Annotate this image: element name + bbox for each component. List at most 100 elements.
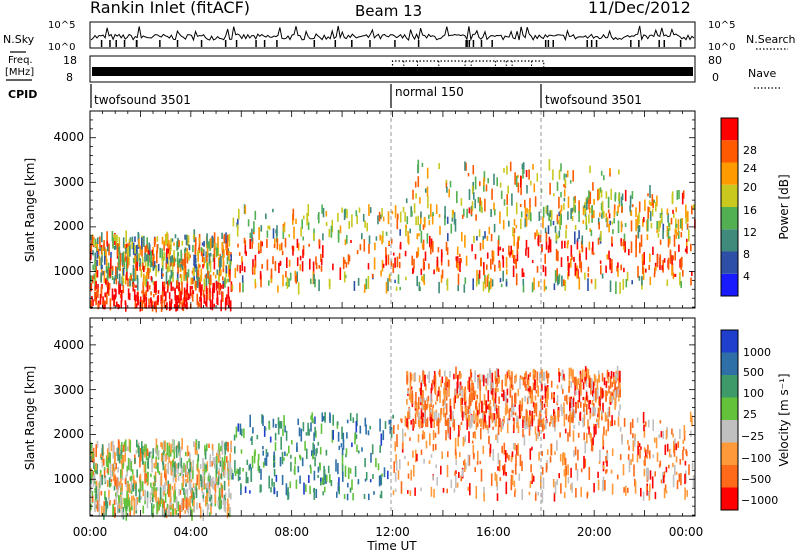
echo-cell <box>171 255 173 266</box>
echo-cell <box>202 249 205 257</box>
echo-cell <box>550 416 552 424</box>
echo-cell <box>614 380 616 389</box>
echo-cell <box>575 376 577 386</box>
echo-cell <box>213 282 215 293</box>
echo-cell <box>179 450 181 462</box>
echo-cell <box>655 266 657 271</box>
echo-cell <box>161 442 164 450</box>
echo-cell <box>153 482 155 491</box>
echo-cell <box>656 452 659 462</box>
echo-cell <box>129 279 131 286</box>
echo-cell <box>635 234 637 248</box>
echo-cell <box>614 192 617 199</box>
echo-cell <box>186 488 189 499</box>
echo-cell <box>549 239 552 253</box>
echo-cell <box>381 235 383 245</box>
echo-cell <box>470 400 472 406</box>
echo-cell <box>428 220 431 226</box>
echo-cell <box>140 482 143 492</box>
echo-cell <box>178 240 180 248</box>
echo-cell <box>593 426 596 438</box>
colorbar-swatch <box>721 397 738 420</box>
echo-cell <box>524 373 526 384</box>
echo-cell <box>90 456 93 462</box>
echo-cell <box>652 419 654 432</box>
echo-cell <box>566 170 569 178</box>
echo-cell <box>261 241 263 247</box>
echo-cell <box>314 426 316 436</box>
echo-cell <box>249 232 252 238</box>
echo-cell <box>529 198 531 209</box>
echo-cell <box>380 215 382 220</box>
noise-left-label: N.Sky <box>3 33 35 46</box>
echo-cell <box>417 159 420 173</box>
echo-cell <box>447 433 450 439</box>
echo-cell <box>351 479 353 490</box>
echo-cell <box>522 272 525 278</box>
echo-cell <box>247 219 250 227</box>
echo-cell <box>229 269 231 280</box>
echo-cell <box>209 300 212 310</box>
echo-cell <box>420 407 423 420</box>
echo-cell <box>257 459 260 472</box>
echo-cell <box>369 425 371 430</box>
echo-cell <box>563 377 566 381</box>
echo-cell <box>459 452 461 458</box>
echo-cell <box>504 463 506 475</box>
echo-cell <box>480 428 482 440</box>
echo-cell <box>520 187 522 196</box>
echo-cell <box>224 277 226 288</box>
echo-cell <box>492 250 495 262</box>
echo-cell <box>542 417 545 431</box>
echo-cell <box>178 287 181 298</box>
echo-cell <box>184 303 186 308</box>
echo-cell <box>460 475 463 482</box>
echo-cell <box>464 235 466 248</box>
echo-cell <box>478 402 481 415</box>
echo-cell <box>536 229 538 237</box>
echo-cell <box>624 223 627 227</box>
echo-cell <box>578 277 581 290</box>
echo-cell <box>330 480 333 487</box>
echo-cell <box>261 414 263 424</box>
echo-cell <box>654 267 656 275</box>
echo-cell <box>407 421 409 430</box>
echo-cell <box>460 373 462 378</box>
echo-cell <box>570 208 572 219</box>
echo-cell <box>668 238 671 245</box>
echo-cell <box>207 270 209 279</box>
echo-cell <box>106 448 109 460</box>
echo-cell <box>637 265 639 278</box>
echo-cell <box>488 435 490 445</box>
echo-cell <box>506 194 508 205</box>
echo-cell <box>209 252 212 257</box>
echo-cell <box>164 509 166 518</box>
echo-cell <box>509 161 512 172</box>
echo-cell <box>184 492 186 501</box>
echo-cell <box>369 479 372 483</box>
echo-cell <box>141 247 143 257</box>
echo-cell <box>156 244 159 252</box>
echo-cell <box>117 477 120 491</box>
echo-cell <box>518 235 521 241</box>
echo-cell <box>277 421 280 435</box>
echo-cell <box>488 281 491 291</box>
echo-cell <box>212 444 214 457</box>
echo-cell <box>181 438 183 450</box>
echo-cell <box>638 443 641 448</box>
echo-cell <box>146 497 149 509</box>
echo-cell <box>312 261 315 275</box>
echo-cell <box>131 469 134 475</box>
echo-cell <box>405 198 408 204</box>
echo-cell <box>533 277 535 290</box>
echo-cell <box>461 231 463 242</box>
echo-cell <box>124 478 127 485</box>
echo-cell <box>202 467 204 473</box>
echo-cell <box>96 463 98 475</box>
echo-cell <box>128 256 130 266</box>
echo-cell <box>662 223 665 233</box>
echo-cell <box>443 401 446 405</box>
echo-cell <box>268 423 271 430</box>
echo-cell <box>497 246 500 256</box>
echo-cell <box>445 179 448 188</box>
